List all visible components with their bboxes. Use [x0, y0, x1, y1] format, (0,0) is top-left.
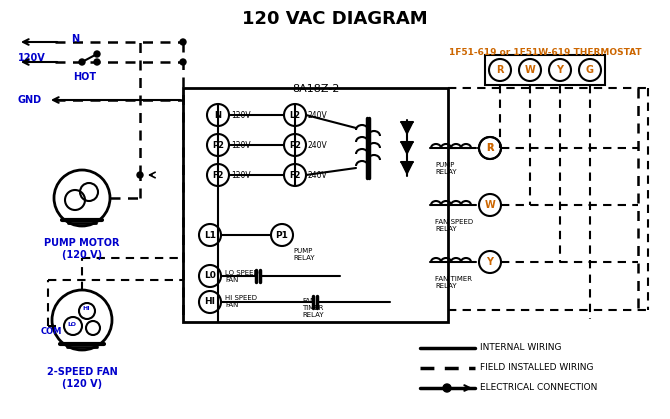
Text: W: W [525, 65, 535, 75]
Text: F2: F2 [212, 171, 224, 179]
Circle shape [137, 172, 143, 178]
Bar [183, 88, 448, 322]
Text: N: N [71, 34, 79, 44]
Text: HI: HI [82, 307, 90, 311]
Polygon shape [401, 122, 413, 134]
Text: PUMP
RELAY: PUMP RELAY [293, 248, 315, 261]
Text: GND: GND [18, 95, 42, 105]
Text: PUMP MOTOR
(120 V): PUMP MOTOR (120 V) [44, 238, 120, 260]
Text: ELECTRICAL CONNECTION: ELECTRICAL CONNECTION [480, 383, 598, 393]
Circle shape [180, 39, 186, 45]
Text: P2: P2 [289, 140, 301, 150]
Text: PUMP
RELAY: PUMP RELAY [435, 162, 457, 175]
Text: 2-SPEED FAN
(120 V): 2-SPEED FAN (120 V) [47, 367, 117, 388]
Text: FIELD INSTALLED WIRING: FIELD INSTALLED WIRING [480, 364, 594, 372]
Text: N: N [214, 111, 222, 119]
Text: HI SPEED
FAN: HI SPEED FAN [225, 295, 257, 308]
Text: 8A18Z-2: 8A18Z-2 [292, 84, 339, 94]
Text: HI: HI [204, 297, 216, 307]
Text: L0: L0 [204, 272, 216, 280]
Circle shape [180, 59, 186, 65]
Text: 120V: 120V [231, 111, 251, 119]
Text: LO SPEED
FAN: LO SPEED FAN [225, 270, 259, 283]
Text: FAN TIMER
RELAY: FAN TIMER RELAY [435, 276, 472, 289]
Text: R: R [486, 143, 494, 153]
Text: COM: COM [41, 328, 62, 336]
Text: R: R [496, 65, 504, 75]
Text: R: R [486, 143, 494, 153]
Text: F2: F2 [289, 171, 301, 179]
Text: 240V: 240V [308, 140, 328, 150]
Text: Y: Y [557, 65, 563, 75]
Text: FAN SPEED
RELAY: FAN SPEED RELAY [435, 219, 473, 232]
Text: INTERNAL WIRING: INTERNAL WIRING [480, 344, 561, 352]
Text: 120V: 120V [18, 53, 46, 63]
Text: Y: Y [486, 257, 494, 267]
Text: FAN
TIMER
RELAY: FAN TIMER RELAY [302, 298, 324, 318]
Circle shape [443, 384, 451, 392]
Text: W: W [484, 200, 495, 210]
Text: G: G [586, 65, 594, 75]
Text: P1: P1 [275, 230, 289, 240]
Text: 120V: 120V [231, 171, 251, 179]
Text: HOT: HOT [74, 72, 96, 82]
Text: L1: L1 [204, 230, 216, 240]
Text: 240V: 240V [308, 111, 328, 119]
Polygon shape [401, 142, 413, 154]
Circle shape [94, 59, 100, 65]
Text: P2: P2 [212, 140, 224, 150]
Text: 120V: 120V [231, 140, 251, 150]
Polygon shape [401, 162, 413, 174]
Text: 120 VAC DIAGRAM: 120 VAC DIAGRAM [242, 10, 428, 28]
Circle shape [94, 51, 100, 57]
Bar [485, 55, 605, 85]
Text: L2: L2 [289, 111, 301, 119]
Text: LO: LO [68, 321, 76, 326]
Circle shape [79, 59, 85, 65]
Text: 1F51-619 or 1F51W-619 THERMOSTAT: 1F51-619 or 1F51W-619 THERMOSTAT [449, 48, 641, 57]
Text: 240V: 240V [308, 171, 328, 179]
